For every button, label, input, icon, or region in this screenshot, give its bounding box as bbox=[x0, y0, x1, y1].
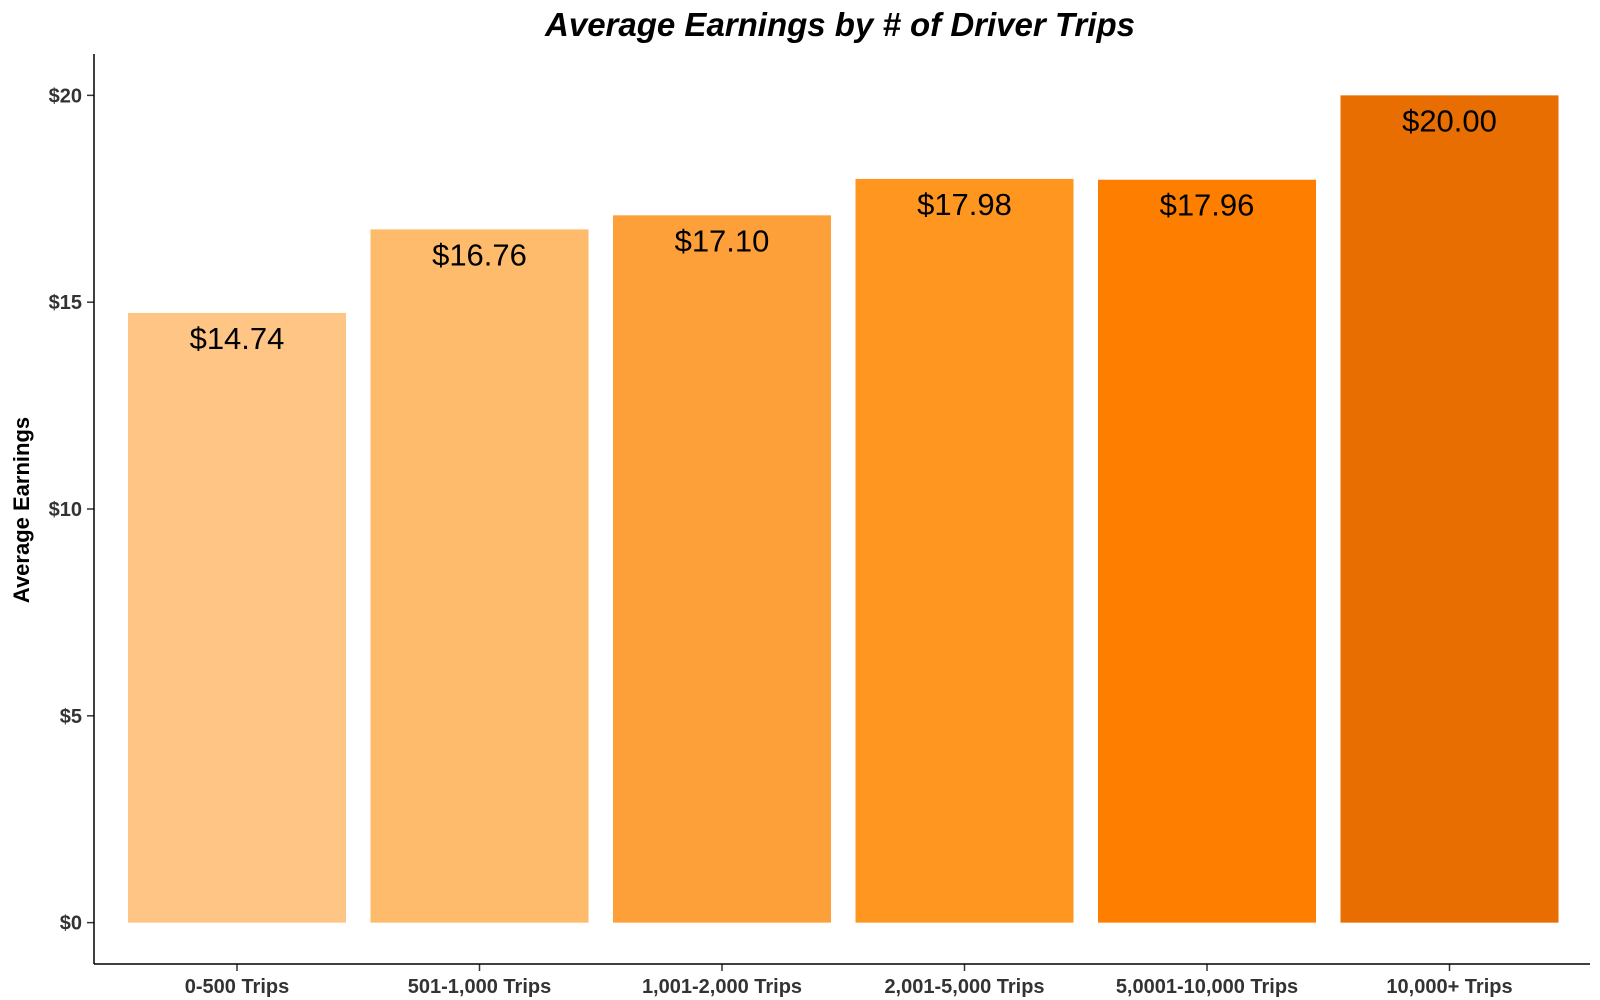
y-axis-title: Average Earnings bbox=[9, 417, 34, 603]
x-tick-label: 1,001-2,000 Trips bbox=[642, 976, 802, 998]
bar bbox=[613, 215, 831, 923]
chart-title: Average Earnings by # of Driver Trips bbox=[544, 6, 1135, 43]
x-tick-label: 2,001-5,000 Trips bbox=[884, 976, 1044, 998]
bar bbox=[1340, 95, 1559, 923]
data-label: $17.98 bbox=[917, 187, 1012, 222]
data-label: $17.10 bbox=[675, 223, 770, 258]
x-tick-label: 5,0001-10,000 Trips bbox=[1116, 976, 1298, 998]
data-labels: $14.74 $16.76 $17.10 $17.98 $17.96 $20.00 bbox=[190, 103, 1497, 356]
bars bbox=[128, 95, 1559, 923]
y-tick-label: $15 bbox=[49, 292, 82, 314]
x-tick-label: 501-1,000 Trips bbox=[408, 976, 551, 998]
data-label: $20.00 bbox=[1402, 103, 1497, 138]
bar bbox=[855, 178, 1074, 923]
bar bbox=[128, 312, 346, 923]
data-label: $17.96 bbox=[1160, 188, 1255, 223]
y-tick-label: $5 bbox=[60, 706, 82, 728]
bar bbox=[370, 229, 589, 923]
x-tick-label: 10,000+ Trips bbox=[1386, 976, 1512, 998]
x-tick-label: 0-500 Trips bbox=[185, 976, 290, 998]
data-label: $16.76 bbox=[432, 237, 527, 272]
y-axis-ticks: $0 $5 $10 $15 $20 bbox=[49, 85, 94, 935]
y-tick-label: $20 bbox=[49, 85, 82, 107]
y-tick-label: $0 bbox=[60, 913, 82, 935]
y-tick-label: $10 bbox=[49, 499, 82, 521]
data-label: $14.74 bbox=[190, 321, 285, 356]
bar bbox=[1098, 179, 1316, 923]
x-axis-ticks: 0-500 Trips 501-1,000 Trips 1,001-2,000 Tr… bbox=[185, 964, 1513, 998]
